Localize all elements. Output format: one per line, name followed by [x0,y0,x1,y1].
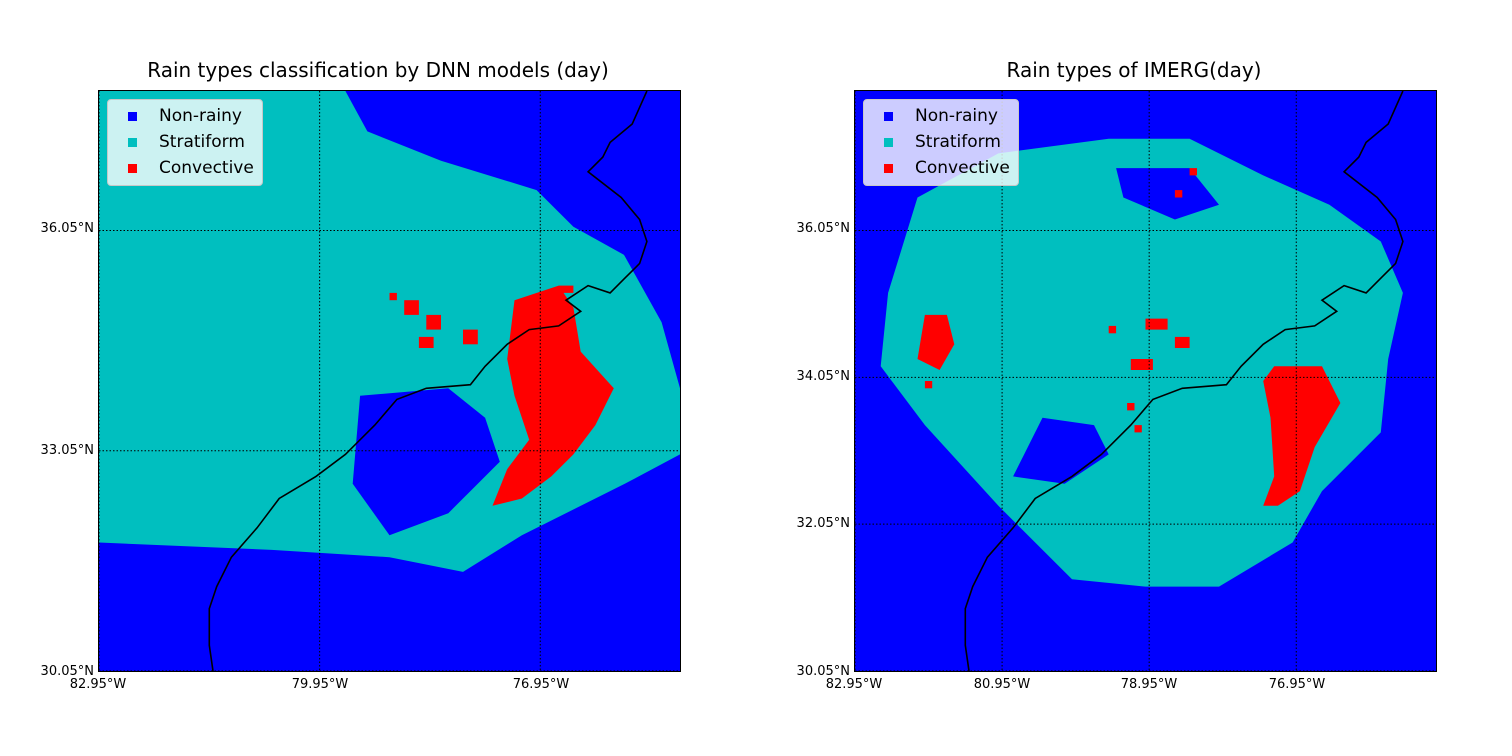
convective-region [924,381,933,389]
x-tick-label: 79.95°W [291,677,349,692]
legend-label: Convective [915,158,1010,178]
legend-entry: Stratiform [872,129,1010,155]
legend-entry: Non-rainy [872,103,1010,129]
chart-title: Rain types of IMERG(day) [1006,58,1262,82]
legend-marker [884,111,893,121]
y-tick-label: 33.05°N [40,443,94,458]
x-tick-label: 80.95°W [973,677,1031,692]
x-tick-label: 76.95°W [512,677,570,692]
x-tick-label: 82.95°W [69,677,127,692]
legend-entry: Stratiform [116,129,254,155]
coastline [964,91,1404,671]
legend-label: Convective [159,158,254,178]
y-tick-label: 32.05°N [796,516,850,531]
non-rainy-region [1116,168,1219,220]
convective-region [418,336,434,348]
convective-region [389,292,397,301]
map-plot-area: Non-rainy Stratiform Convective [98,90,681,672]
legend-label: Non-rainy [915,106,998,126]
x-tick-label: 78.95°W [1120,677,1178,692]
convective-region [404,300,419,315]
convective-region [1189,168,1197,176]
legend: Non-rainy Stratiform Convective [863,99,1019,186]
convective-region [1174,190,1183,198]
convective-region [1263,366,1341,506]
y-tick-label: 36.05°N [796,221,850,236]
x-tick-label: 76.95°W [1268,677,1326,692]
legend-marker [128,137,137,147]
legend-label: Non-rainy [159,106,242,126]
non-rainy-region [352,388,500,536]
chart-title: Rain types classification by DNN models … [147,58,609,82]
legend-entry: Convective [872,155,1010,181]
convective-region [1127,403,1135,411]
convective-region [917,314,955,370]
convective-region [426,314,441,330]
legend-marker [884,137,893,147]
y-tick-label: 30.05°N [796,664,850,679]
legend-label: Stratiform [159,132,245,152]
map-plot-area: Non-rainy Stratiform Convective [854,90,1437,672]
legend-marker [128,111,137,121]
rain-type-map [99,91,680,671]
convective-region [1174,336,1190,348]
legend: Non-rainy Stratiform Convective [107,99,263,186]
coastline [208,91,648,671]
legend-entry: Convective [116,155,254,181]
convective-region [1130,359,1153,370]
legend-label: Stratiform [915,132,1001,152]
y-tick-label: 36.05°N [40,221,94,236]
convective-region [1145,318,1168,330]
rain-type-map [855,91,1436,671]
convective-region [1108,325,1117,334]
convective-region [558,285,574,293]
convective-region [1134,425,1142,433]
x-tick-label: 82.95°W [825,677,883,692]
non-rainy-region [345,91,680,301]
convective-region [463,329,478,345]
legend-marker [128,163,137,173]
y-tick-label: 34.05°N [796,369,850,384]
legend-marker [884,163,893,173]
legend-entry: Non-rainy [116,103,254,129]
y-tick-label: 30.05°N [40,664,94,679]
